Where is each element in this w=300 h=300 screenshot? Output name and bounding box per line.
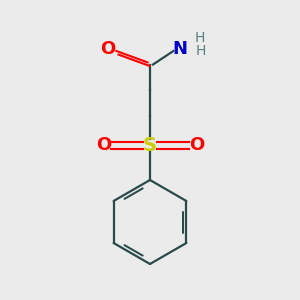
Text: N: N — [172, 40, 188, 58]
Text: O: O — [96, 136, 111, 154]
Text: O: O — [100, 40, 116, 58]
Text: S: S — [143, 136, 157, 155]
Text: H: H — [195, 44, 206, 58]
Text: O: O — [189, 136, 204, 154]
Text: H: H — [194, 31, 205, 44]
